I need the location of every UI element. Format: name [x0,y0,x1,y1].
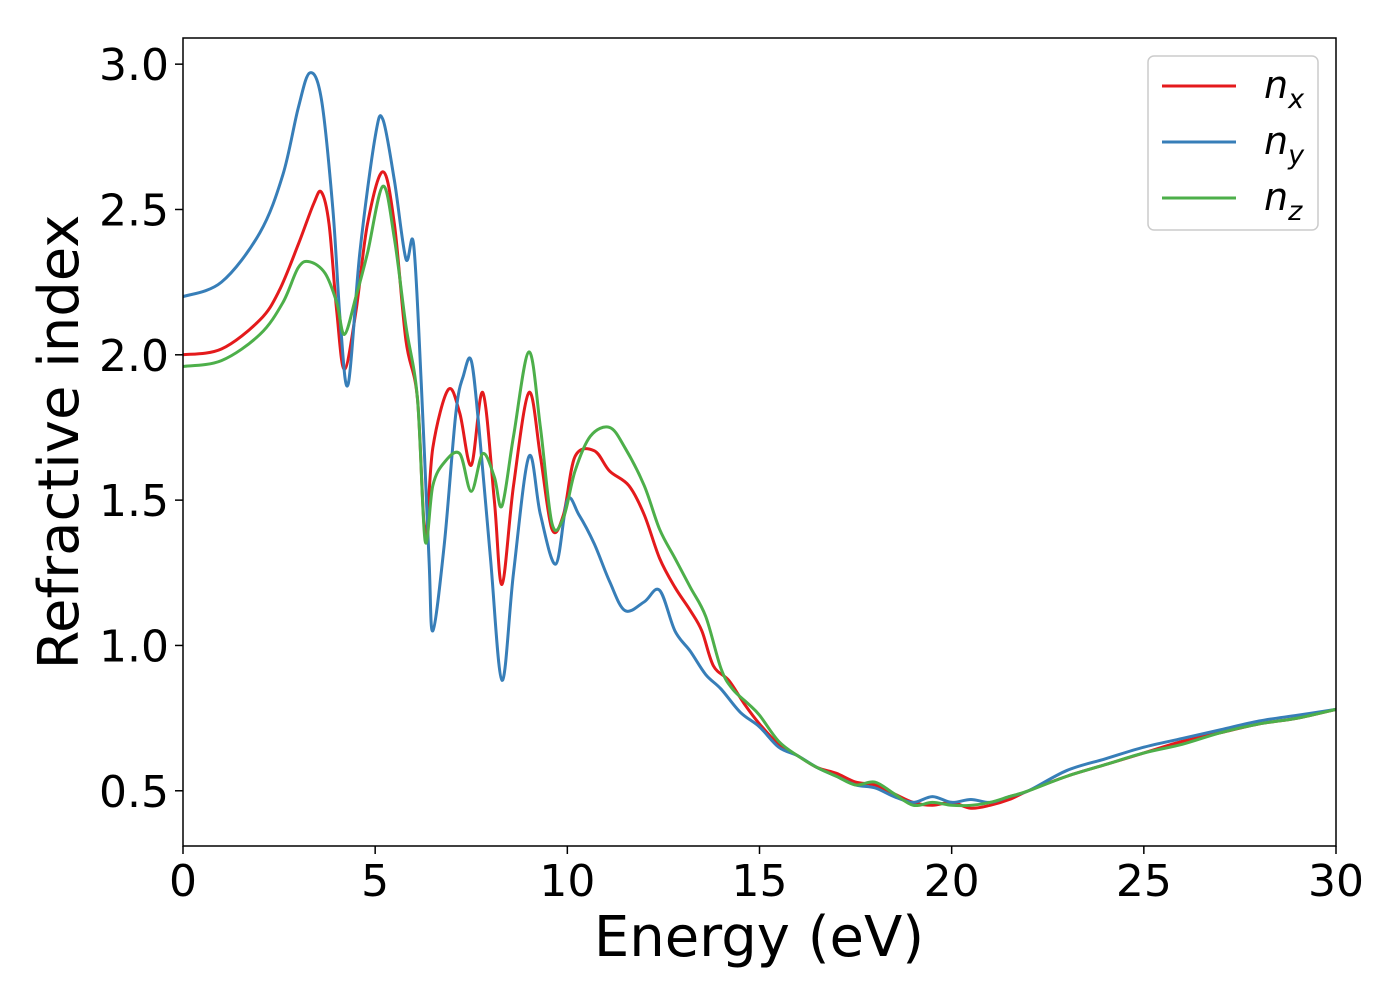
x-tick-label: 10 [539,856,595,907]
legend-label-ny: ny [1264,119,1305,171]
y-axis-label: Refractive index [27,215,92,670]
y-tick-label: 1.5 [99,476,169,527]
series-layer [183,71,1336,810]
y-tick-label: 2.5 [99,185,169,236]
x-tick-label: 20 [924,856,980,907]
y-tick-label: 0.5 [99,767,169,818]
x-tick-label: 25 [1116,856,1172,907]
series-line-ny [183,71,1336,804]
ticks-layer: 0 5 10 15 20 25 30 0.5 1.0 1.5 2.0 2.5 3.0 [99,40,1364,907]
series-line-nx [183,170,1336,810]
y-tick-label: 2.0 [99,331,169,382]
x-tick-label: 0 [169,856,197,907]
x-axis-label: Energy (eV) [594,905,924,970]
x-tick-label: 5 [361,856,389,907]
series-line-nz [183,184,1336,808]
y-tick-label: 3.0 [99,40,169,91]
legend-label-nz: nz [1264,175,1303,227]
y-tick-label: 1.0 [99,621,169,672]
x-tick-label: 15 [732,856,788,907]
legend-label-nx: nx [1264,63,1305,115]
x-tick-label: 30 [1308,856,1364,907]
